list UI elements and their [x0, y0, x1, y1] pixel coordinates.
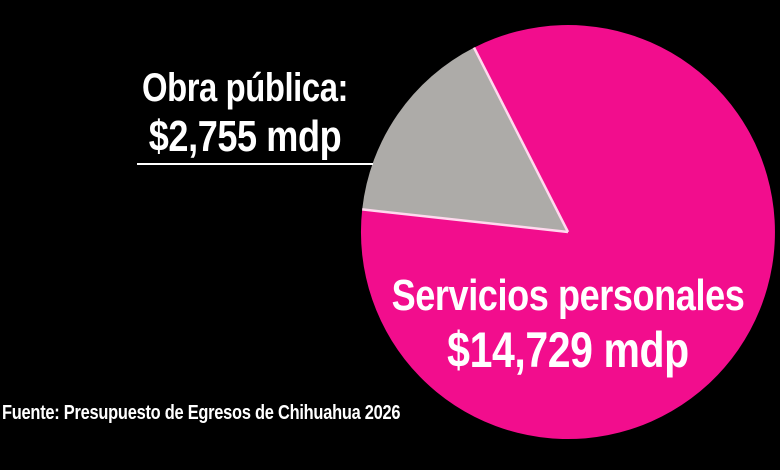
obra-publica-value: $2,755 mdp — [148, 112, 342, 161]
slice-divider-line-left — [362, 208, 569, 234]
obra-publica-label-block: Obra pública: $2,755 mdp — [81, 64, 409, 162]
servicios-personales-label: Servicios personales — [391, 271, 745, 320]
servicios-personales-label-block: Servicios personales $14,729 mdp — [363, 270, 773, 378]
slice-divider-line-top — [472, 47, 570, 233]
pie-slice-obra-publica — [362, 47, 568, 232]
source-note: Fuente: Presupuesto de Egresos de Chihua… — [2, 402, 401, 424]
obra-publica-label: Obra pública: — [141, 66, 349, 110]
servicios-personales-value: $14,729 mdp — [447, 322, 689, 378]
